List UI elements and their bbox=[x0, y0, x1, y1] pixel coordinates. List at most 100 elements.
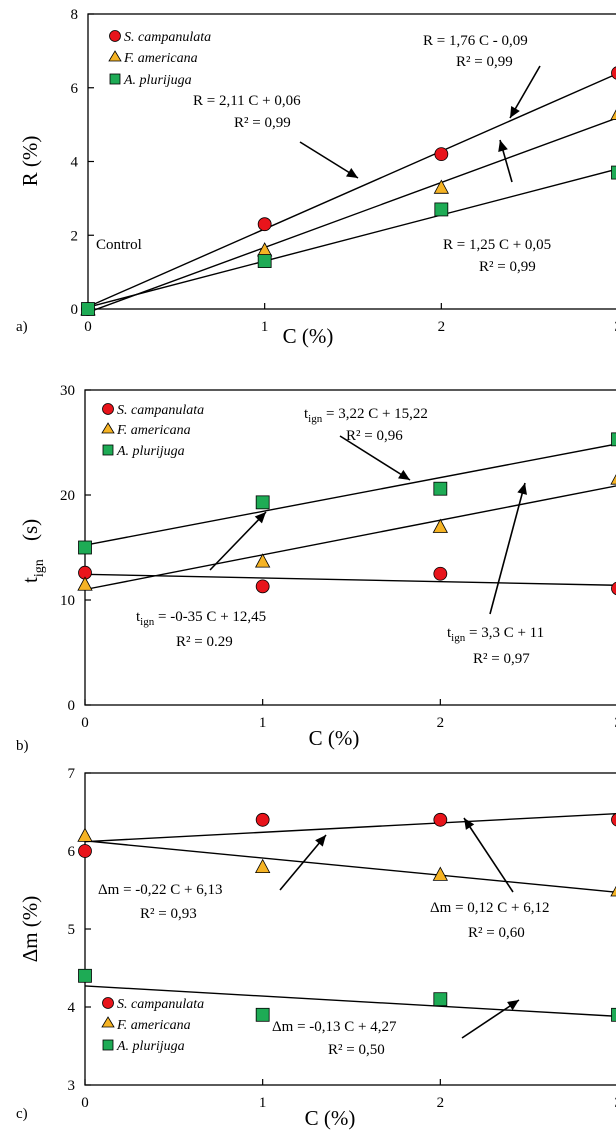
x-tick-label: 3 bbox=[614, 319, 616, 335]
fit-equation: tign = -0-35 C + 12,45 bbox=[136, 609, 266, 628]
legend-label: A. plurijuga bbox=[123, 73, 192, 88]
fit-equation: tign = 3,3 C + 11 bbox=[447, 625, 544, 644]
fit-equation: Δm = -0,13 C + 4,27 bbox=[272, 1019, 397, 1035]
fit-r2: R² = 0,99 bbox=[234, 115, 291, 131]
fit-line bbox=[84, 985, 616, 1017]
data-point-square bbox=[255, 495, 270, 510]
data-point-square bbox=[81, 302, 95, 316]
x-tick-label: 3 bbox=[614, 715, 616, 731]
data-point-circle bbox=[434, 147, 449, 162]
legend-label: A. plurijuga bbox=[116, 444, 185, 459]
fit-equation: R = 2,11 C + 0,06 bbox=[193, 93, 301, 109]
arrowhead bbox=[254, 512, 266, 524]
legend-square-marker bbox=[102, 1039, 114, 1051]
panel-label: a) bbox=[16, 319, 28, 335]
data-point-triangle bbox=[432, 518, 449, 533]
x-tick-label: 0 bbox=[81, 715, 89, 731]
data-point-circle bbox=[611, 581, 616, 596]
data-point-circle bbox=[255, 579, 270, 594]
data-point-circle bbox=[257, 217, 272, 232]
arrowhead bbox=[510, 105, 520, 118]
arrowhead bbox=[517, 483, 527, 495]
fit-line bbox=[87, 168, 616, 308]
data-point-triangle bbox=[77, 576, 93, 591]
x-tick-label: 2 bbox=[438, 319, 446, 335]
fit-r2: R² = 0,99 bbox=[479, 259, 536, 275]
panel-b-arrow bbox=[489, 482, 526, 615]
legend-square-marker bbox=[102, 444, 114, 456]
data-point-square bbox=[78, 540, 92, 555]
y-tick-label: 30 bbox=[60, 383, 75, 399]
y-axis-label: Δm (%) bbox=[18, 896, 42, 963]
fit-equation: R = 1,25 C + 0,05 bbox=[443, 237, 551, 253]
y-tick-label: 2 bbox=[71, 228, 79, 244]
x-tick-label: 3 bbox=[614, 1095, 616, 1111]
data-point-circle bbox=[611, 813, 616, 827]
data-point-square bbox=[611, 165, 616, 180]
legend-circle-marker bbox=[102, 403, 114, 415]
y-tick-label: 0 bbox=[71, 302, 79, 318]
data-point-square bbox=[78, 968, 92, 983]
fit-r2: R² = 0.29 bbox=[176, 634, 233, 650]
y-tick-label: 10 bbox=[60, 593, 75, 609]
data-point-square bbox=[434, 202, 449, 217]
data-point-triangle bbox=[433, 179, 450, 194]
x-axis-label: C (%) bbox=[283, 324, 334, 348]
panel-label: c) bbox=[16, 1106, 28, 1122]
panel-b-legend: S. campanulata F. americana A. plurijuga bbox=[101, 403, 204, 459]
data-point-circle bbox=[433, 812, 448, 827]
data-point-circle bbox=[255, 812, 270, 827]
data-point-triangle bbox=[610, 885, 616, 897]
fit-r2: R² = 0,50 bbox=[328, 1042, 385, 1058]
fit-equation: tign = 3,22 C + 15,22 bbox=[304, 406, 428, 425]
panel-c-chart: 3 4 5 6 7 0 1 2 3 S. campanulata F. americana A.… bbox=[16, 766, 616, 1130]
y-tick-label: 3 bbox=[68, 1078, 76, 1094]
x-axis-label: C (%) bbox=[309, 726, 360, 750]
y-axis-label: R (%) bbox=[18, 136, 42, 187]
legend-circle-marker bbox=[102, 997, 114, 1009]
panel-c-arrow bbox=[463, 817, 514, 893]
data-point-triangle bbox=[254, 858, 271, 873]
panel-label: b) bbox=[16, 738, 29, 754]
x-tick-label: 2 bbox=[437, 715, 445, 731]
data-point-square bbox=[255, 1007, 270, 1022]
y-tick-label: 7 bbox=[68, 766, 76, 782]
legend-label: S. campanulata bbox=[124, 30, 211, 45]
legend-square-marker bbox=[109, 73, 121, 85]
arrowhead bbox=[315, 835, 326, 847]
fit-line bbox=[84, 573, 616, 586]
arrowhead bbox=[398, 469, 410, 480]
y-tick-label: 4 bbox=[71, 155, 79, 171]
legend-label: F. americana bbox=[116, 423, 191, 438]
x-tick-label: 1 bbox=[261, 319, 269, 335]
fit-r2: R² = 0,60 bbox=[468, 925, 525, 941]
panel-b-chart: 0 10 20 30 0 1 2 3 S. campanulata F. americana … bbox=[16, 383, 616, 754]
legend-triangle-marker bbox=[108, 50, 122, 62]
y-tick-label: 20 bbox=[60, 488, 75, 504]
svg-text:tign: tign bbox=[18, 559, 47, 583]
arrowhead bbox=[464, 818, 475, 830]
y-tick-label: 0 bbox=[68, 698, 76, 714]
arrowhead bbox=[507, 1000, 519, 1011]
fit-r2: R² = 0,97 bbox=[473, 651, 530, 667]
x-tick-label: 1 bbox=[259, 715, 267, 731]
fit-line bbox=[84, 812, 616, 843]
data-point-triangle bbox=[432, 866, 449, 881]
svg-text:(s): (s) bbox=[18, 519, 42, 541]
x-tick-label: 1 bbox=[259, 1095, 267, 1111]
fit-r2: R² = 0,99 bbox=[456, 54, 513, 70]
legend-label: S. campanulata bbox=[117, 403, 204, 418]
x-tick-label: 0 bbox=[81, 1095, 89, 1111]
data-point-square bbox=[611, 432, 616, 447]
legend-label: S. campanulata bbox=[117, 997, 204, 1012]
data-point-square bbox=[257, 254, 272, 268]
legend-triangle-marker bbox=[101, 1016, 115, 1028]
data-point-circle bbox=[611, 66, 616, 80]
panel-a-legend: S. campanulata F. americana A. plurijuga bbox=[108, 30, 211, 88]
arrowhead bbox=[346, 167, 358, 178]
y-axis-label: tign (s) bbox=[18, 519, 47, 583]
y-tick-label: 6 bbox=[71, 81, 79, 97]
data-point-triangle bbox=[254, 553, 271, 568]
panel-c-arrow bbox=[279, 834, 327, 891]
